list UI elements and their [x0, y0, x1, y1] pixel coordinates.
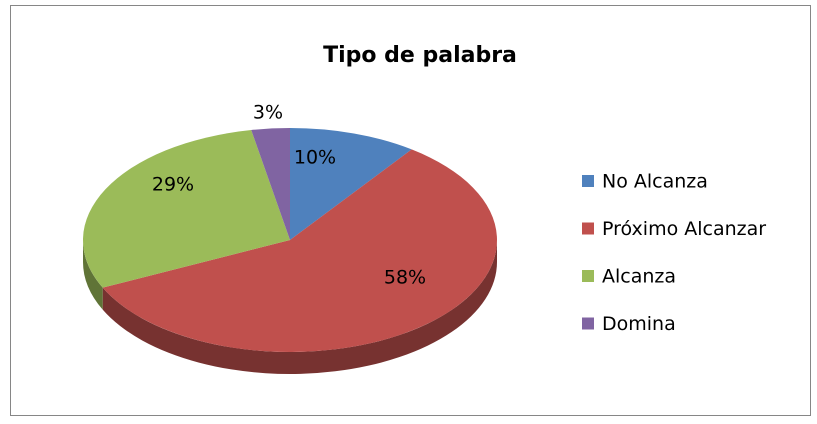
legend-label: Próximo Alcanzar [602, 218, 766, 240]
data-label: 10% [294, 147, 336, 169]
pie-side [102, 240, 497, 375]
data-label: 29% [152, 174, 194, 196]
legend-swatch [582, 222, 594, 235]
data-label: 58% [384, 267, 426, 289]
chart-title: Tipo de palabra [323, 43, 517, 68]
pie-slice [102, 149, 497, 352]
pie-slice [82, 129, 290, 288]
data-label: 3% [253, 102, 283, 124]
pie-slice [290, 128, 412, 240]
legend-label: No Alcanza [602, 171, 708, 193]
pie-slice [251, 128, 290, 240]
legend-swatch [582, 175, 594, 187]
pie-side [83, 240, 103, 310]
legend-label: Domina [602, 313, 676, 335]
legend-swatch [582, 317, 594, 330]
legend-label: Alcanza [602, 266, 676, 288]
legend-swatch [582, 270, 594, 282]
